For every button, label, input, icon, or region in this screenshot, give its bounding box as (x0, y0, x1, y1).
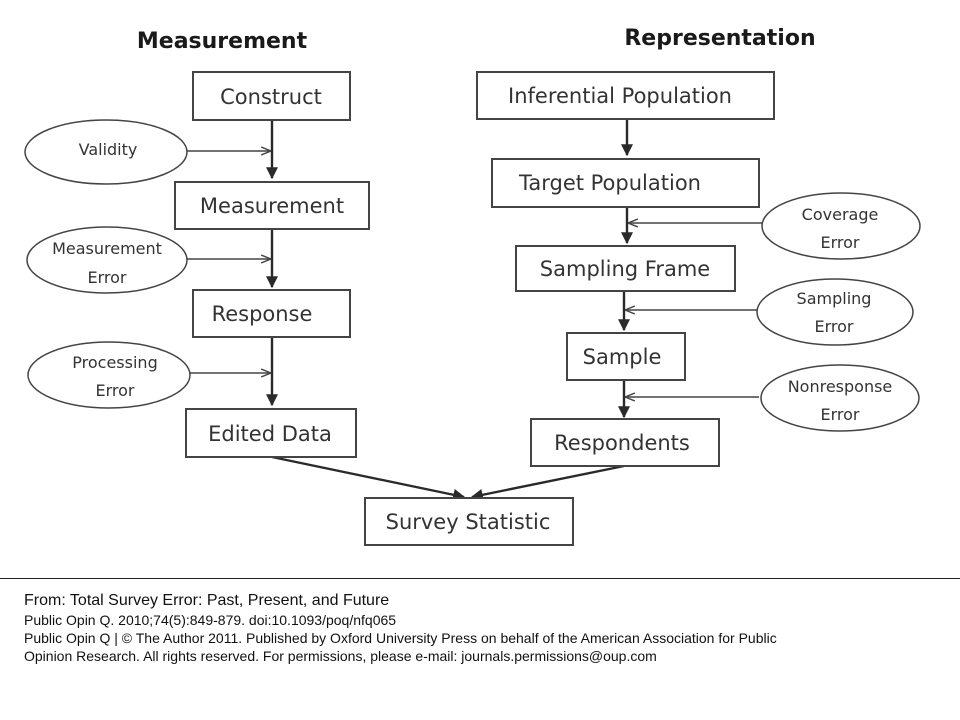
box-respondents (530, 418, 720, 467)
box-sampling-frame-label: Sampling Frame (540, 257, 710, 281)
ellipse-sampling-error-label-2: Error (815, 317, 854, 336)
caption-citation: Public Opin Q. 2010;74(5):849-879. doi:1… (24, 612, 397, 628)
ellipse-nonresponse-error-label-1: Nonresponse (788, 377, 893, 396)
box-sample (566, 332, 686, 381)
ellipse-coverage-error-label-2: Error (821, 233, 860, 252)
box-measurement (174, 181, 370, 230)
box-sample-label: Sample (583, 345, 662, 369)
ellipse-measurement-error (26, 226, 188, 294)
box-construct-label: Construct (220, 85, 322, 109)
box-edited-data-label: Edited Data (208, 422, 332, 446)
total-survey-error-diagram: Measurement Representation Construct Mea… (24, 26, 921, 546)
box-inferential-population (476, 71, 775, 120)
connector-edited-data-to-statistic (271, 455, 466, 501)
caption-title: From: Total Survey Error: Past, Present,… (24, 592, 390, 609)
connector-respondents-to-statistic (470, 464, 625, 501)
ellipse-processing-error (27, 341, 191, 409)
box-target-population-label: Target Population (518, 171, 701, 195)
ellipse-validity (24, 119, 188, 185)
heading-representation: Representation (624, 26, 815, 51)
box-construct (192, 71, 351, 121)
box-survey-statistic-label: Survey Statistic (386, 510, 551, 534)
ellipse-coverage-error (761, 192, 921, 260)
box-response-label: Response (212, 302, 313, 326)
ellipse-measurement-error-label-1: Measurement (52, 239, 162, 258)
box-respondents-label: Respondents (554, 431, 690, 455)
box-edited-data (185, 408, 357, 458)
ellipse-nonresponse-error (760, 364, 920, 432)
caption-copyright-line-1: Public Opin Q | © The Author 2011. Publi… (24, 630, 777, 646)
box-survey-statistic (364, 497, 574, 546)
ellipse-measurement-error-label-2: Error (88, 268, 127, 287)
box-measurement-label: Measurement (200, 194, 344, 218)
box-inferential-population-label: Inferential Population (508, 84, 732, 108)
ellipse-processing-error-label-2: Error (96, 381, 135, 400)
caption-divider (0, 578, 960, 579)
figure-caption: From: Total Survey Error: Past, Present,… (24, 590, 924, 665)
ellipse-processing-error-label-1: Processing (72, 353, 157, 372)
ellipse-validity-label: Validity (79, 140, 138, 159)
heading-measurement: Measurement (137, 29, 308, 54)
ellipse-sampling-error (756, 278, 914, 346)
box-sampling-frame (515, 245, 736, 292)
box-response (192, 289, 351, 338)
box-target-population (491, 158, 760, 208)
caption-copyright-line-2: Opinion Research. All rights reserved. F… (24, 648, 657, 664)
ellipse-nonresponse-error-label-2: Error (821, 405, 860, 424)
ellipse-sampling-error-label-1: Sampling (797, 289, 872, 308)
ellipse-coverage-error-label-1: Coverage (802, 205, 879, 224)
